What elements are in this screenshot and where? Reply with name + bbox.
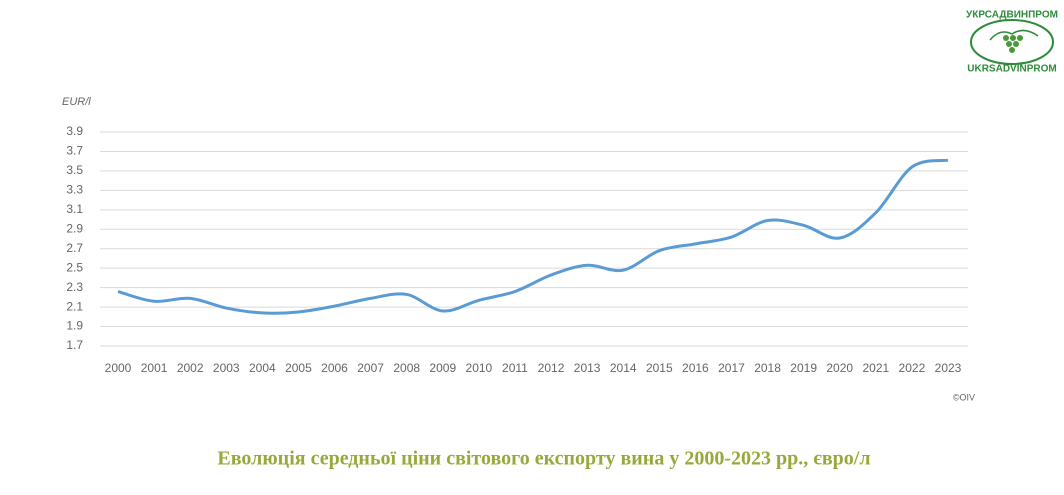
x-tick-label: 2010 bbox=[466, 361, 493, 375]
x-tick-label: 2000 bbox=[105, 361, 132, 375]
x-tick-label: 2011 bbox=[502, 361, 528, 375]
logo-vine bbox=[989, 29, 1039, 41]
x-tick-label: 2021 bbox=[862, 361, 889, 375]
x-tick-label: 2019 bbox=[790, 361, 817, 375]
y-tick-label: 1.7 bbox=[66, 338, 83, 352]
y-tick-label: 3.1 bbox=[66, 202, 83, 216]
x-tick-label: 2023 bbox=[935, 361, 962, 375]
caption: Еволюція середньої ціни світового експор… bbox=[217, 448, 870, 470]
y-tick-label: 3.5 bbox=[66, 163, 83, 177]
y-tick-label: 2.9 bbox=[66, 221, 83, 235]
x-tick-label: 2013 bbox=[574, 361, 601, 375]
logo-text: УКРСАДВИНПРОМ bbox=[966, 10, 1058, 21]
x-tick-label: 2003 bbox=[213, 361, 240, 375]
logo-grapes bbox=[1003, 35, 1023, 53]
x-tick-label: 2022 bbox=[899, 361, 926, 375]
y-axis-label: EUR/l bbox=[62, 96, 91, 108]
y-tick-label: 3.7 bbox=[66, 144, 83, 158]
y-tick-label: 2.5 bbox=[66, 260, 83, 274]
y-tick-label: 2.7 bbox=[66, 241, 83, 255]
x-tick-label: 2014 bbox=[610, 361, 637, 375]
logo-text: UKRSADVINPROM bbox=[967, 64, 1056, 75]
x-tick-label: 2015 bbox=[646, 361, 673, 375]
x-tick-label: 2009 bbox=[429, 361, 456, 375]
x-tick-label: 2008 bbox=[393, 361, 420, 375]
x-tick-label: 2007 bbox=[357, 361, 384, 375]
x-tick-label: 2016 bbox=[682, 361, 709, 375]
x-tick-label: 2005 bbox=[285, 361, 312, 375]
x-tick-label: 2002 bbox=[177, 361, 204, 375]
x-tick-label: 2012 bbox=[538, 361, 565, 375]
y-tick-label: 1.9 bbox=[66, 319, 83, 333]
x-tick-label: 2020 bbox=[826, 361, 853, 375]
y-tick-label: 2.1 bbox=[66, 299, 83, 313]
data-line bbox=[117, 158, 949, 315]
y-tick-label: 2.3 bbox=[66, 280, 83, 294]
y-tick-label: 3.3 bbox=[66, 183, 83, 197]
x-tick-label: 2017 bbox=[718, 361, 745, 375]
x-tick-label: 2006 bbox=[321, 361, 348, 375]
x-tick-label: 2001 bbox=[141, 361, 168, 375]
y-tick-label: 3.9 bbox=[66, 124, 83, 138]
logo: УКРСАДВИНПРОМ UKRSADVINPROM bbox=[966, 10, 1058, 75]
x-tick-label: 2004 bbox=[249, 361, 276, 375]
x-tick-label: 2018 bbox=[754, 361, 781, 375]
source: ©OIV bbox=[953, 392, 975, 402]
logo-ring bbox=[970, 19, 1054, 65]
